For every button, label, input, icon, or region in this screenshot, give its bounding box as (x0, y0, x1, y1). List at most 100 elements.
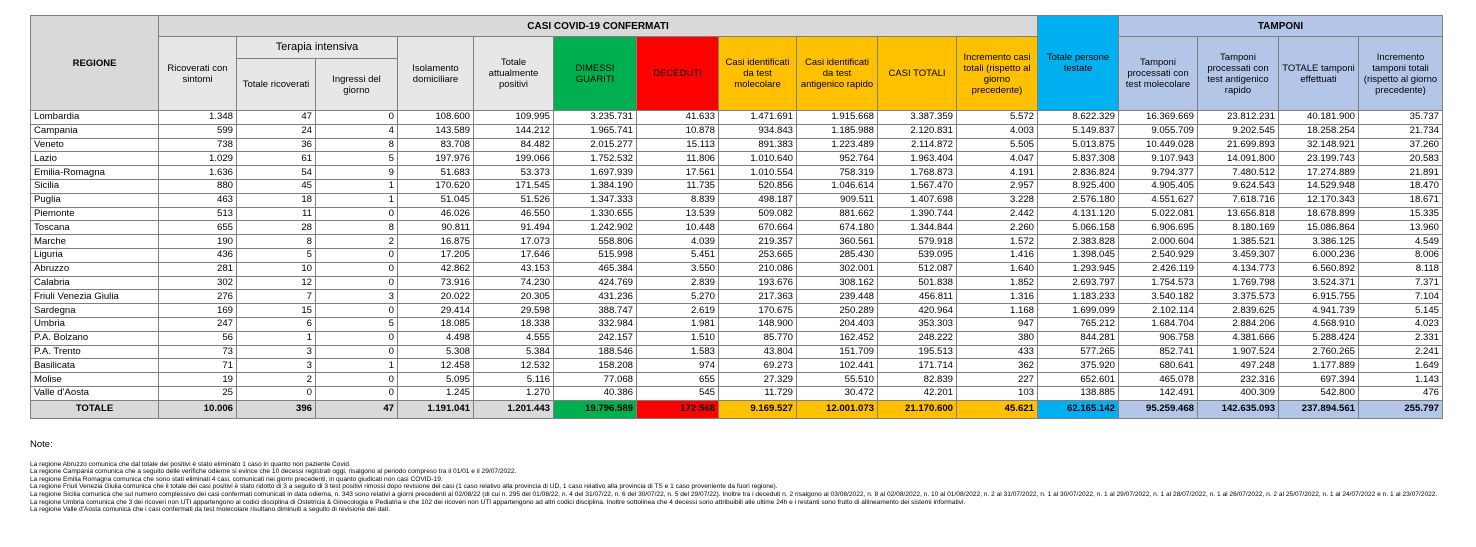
column-header: CASI TOTALI (877, 36, 957, 111)
total-cell: 172.568 (636, 399, 719, 419)
total-cell: 9.169.527 (718, 399, 797, 419)
cell: 18.258.254 (1278, 123, 1359, 139)
cell: 103 (956, 385, 1038, 401)
cell: 7.104 (1358, 289, 1443, 305)
region-name: Lazio (30, 151, 159, 167)
covid-table: REGIONE CASI COVID-19 CONFERMATI Totale pe… (30, 15, 1443, 419)
cell: 3.375.573 (1197, 289, 1279, 305)
cell: 1.981 (636, 316, 719, 332)
cell: 2.760.265 (1278, 344, 1359, 360)
cell: 670.664 (718, 220, 797, 236)
note-line: La regione Campania comunica che a segui… (30, 468, 517, 476)
column-header: DECEDUTI (636, 36, 719, 111)
total-cell: 47 (315, 399, 398, 419)
table-row: Lazio 1.029 61 5 197.976 199.066 1.752.532 11.8… (30, 151, 1443, 167)
cell: 456.811 (877, 289, 957, 305)
cell: 8.006 (1358, 247, 1443, 263)
region-name: Liguria (30, 247, 159, 263)
region-name: P.A. Trento (30, 344, 159, 360)
column-header: Isolamento domiciliare (397, 36, 474, 111)
cell: 4.941.739 (1278, 303, 1359, 318)
cell: 19 (158, 372, 237, 387)
total-cell: 142.635.093 (1197, 399, 1279, 419)
cell: 23.812.231 (1197, 110, 1279, 125)
cell: 420.964 (877, 303, 957, 318)
cell: 3.459.307 (1197, 247, 1279, 263)
cell: 302.001 (796, 261, 878, 277)
column-header: Totale persone testate (1037, 15, 1119, 111)
cell: 539.095 (877, 247, 957, 263)
cell: 1.915.668 (796, 110, 878, 125)
table-row: Valle d'Aosta 25 0 0 1.245 1.270 40.386 545 11.7… (30, 385, 1443, 401)
cell: 1.416 (956, 247, 1038, 263)
cell: 190 (158, 234, 237, 249)
cell: 2.000.604 (1118, 234, 1198, 249)
total-cell: 45.621 (956, 399, 1038, 419)
cell: 5.837.308 (1037, 151, 1119, 167)
cell: 1.567.470 (877, 178, 957, 194)
table-row: Abruzzo 281 10 0 42.862 43.153 465.384 3.550 210… (30, 261, 1443, 277)
notes: Note: La regione Abruzzo comunica che dal… (30, 440, 1450, 514)
cell: 4.381.666 (1197, 330, 1279, 346)
cell: 577.265 (1037, 344, 1119, 360)
cell: 2.836.824 (1037, 165, 1119, 180)
cell: 73 (158, 344, 237, 360)
cell: 2.383.828 (1037, 234, 1119, 249)
cell: 4.191 (956, 165, 1038, 180)
cell: 0 (315, 385, 398, 401)
cell: 7.618.716 (1197, 192, 1279, 208)
cell: 9.624.543 (1197, 178, 1279, 194)
cell: 3 (236, 344, 316, 360)
cell: 17.073 (473, 234, 554, 249)
cell: 1.471.691 (718, 110, 797, 125)
region-name: Lombardia (30, 110, 159, 125)
region-name: Valle d'Aosta (30, 385, 159, 401)
cell: 1.697.939 (553, 165, 637, 180)
cell: 138.885 (1037, 385, 1119, 401)
total-row: TOTALE 10.006 396 47 1.191.041 1.201.443 19.79… (30, 399, 1443, 419)
cell: 8.925.400 (1037, 178, 1119, 194)
cell: 6.560.892 (1278, 261, 1359, 277)
cell: 424.769 (553, 275, 637, 291)
cell: 947 (956, 316, 1038, 332)
cell: 1.344.844 (877, 220, 957, 236)
cell: 2.241 (1358, 344, 1443, 360)
cell: 0 (315, 206, 398, 222)
cell: 2 (315, 234, 398, 249)
cell: 74.230 (473, 275, 554, 291)
cell: 29.414 (397, 303, 474, 318)
cell: 1.183.233 (1037, 289, 1119, 305)
cell: 2.015.277 (553, 137, 637, 153)
total-cell: 19.796.589 (553, 399, 637, 419)
cell: 1.185.988 (796, 123, 878, 139)
cell: 195.513 (877, 344, 957, 360)
region-name: Piemonte (30, 206, 159, 222)
cell: 2.619 (636, 303, 719, 318)
cell: 1.907.524 (1197, 344, 1279, 360)
cell: 1.029 (158, 151, 237, 167)
cell: 891.383 (718, 137, 797, 153)
cell: 170.620 (397, 178, 474, 194)
region-name: Calabria (30, 275, 159, 291)
cell: 1.398.045 (1037, 247, 1119, 263)
cell: 9.107.943 (1118, 151, 1198, 167)
cell: 41.633 (636, 110, 719, 125)
cell: 2.839.625 (1197, 303, 1279, 318)
cell: 388.747 (553, 303, 637, 318)
cell: 46.026 (397, 206, 474, 222)
table-row: Veneto 738 36 8 83.708 84.482 2.015.277 15.113 8… (30, 137, 1443, 153)
cell: 40.386 (553, 385, 637, 401)
cell: 21.734 (1358, 123, 1443, 139)
cell: 0 (236, 385, 316, 401)
cell: 1.293.945 (1037, 261, 1119, 277)
total-label: TOTALE (30, 399, 159, 419)
cell: 4 (315, 123, 398, 139)
table-row: Puglia 463 18 1 51.045 51.526 1.347.333 8.839 49… (30, 192, 1443, 208)
cell: 47 (236, 110, 316, 125)
cell: 13.656.818 (1197, 206, 1279, 222)
cell: 5 (315, 151, 398, 167)
cell: 61 (236, 151, 316, 167)
cell: 1.223.489 (796, 137, 878, 153)
cell: 9.202.545 (1197, 123, 1279, 139)
cell: 77.068 (553, 372, 637, 387)
